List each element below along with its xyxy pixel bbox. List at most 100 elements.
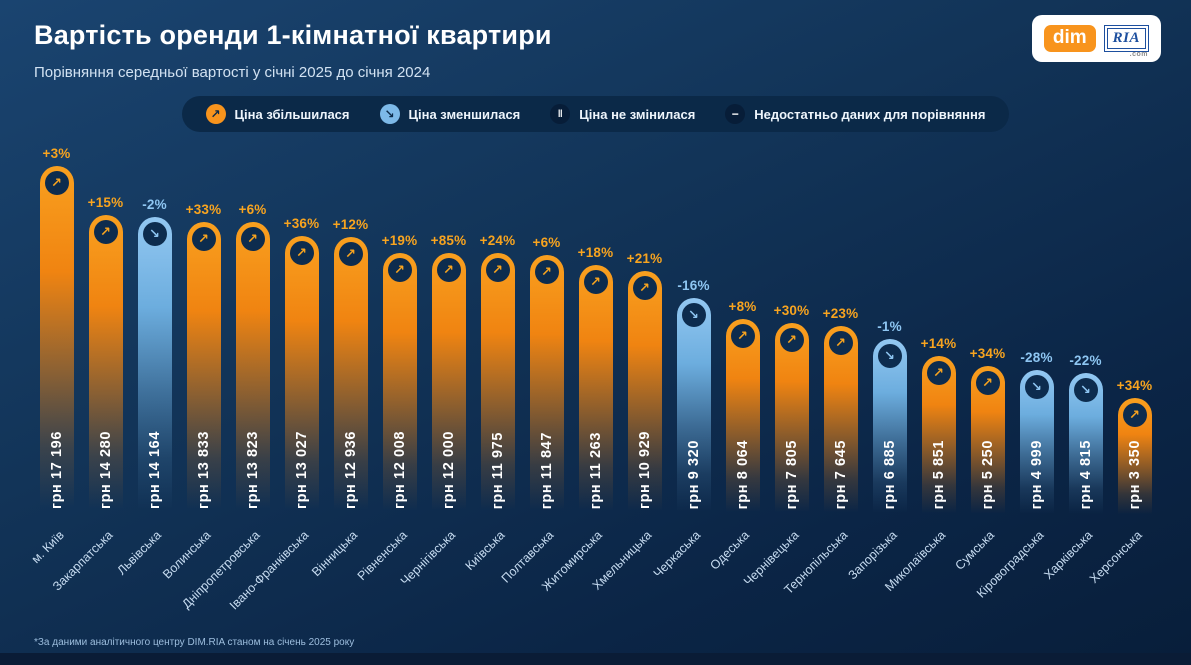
arrow-up-right-icon: ↗ [240,227,265,251]
bottom-strip [0,653,1191,665]
ria-logo-word: RIA [1112,30,1140,47]
arrow-up-right-icon: ↗ [205,104,226,124]
bar-column: -28% ↘ грн 4 999 Кіровоградська [974,138,1061,601]
region-label: Сумська [952,528,998,573]
change-label: +15% [87,195,124,210]
bar: ↘ грн 9 320 [676,298,711,518]
bar-column: +30% ↗ грн 7 805 Чернівецька [741,138,816,589]
value-label: грн 12 936 [342,430,359,509]
arrow-up-right-icon: ↗ [828,331,853,355]
arrow-up-right-icon: ↗ [583,270,608,294]
value-label: грн 11 847 [538,431,555,509]
bar-column: +19% ↗ грн 12 008 Рівненська [354,138,424,583]
change-label: -16% [677,278,710,293]
value-label: грн 4 815 [1077,439,1094,509]
legend-item-nodata: − Недостатньо даних для порівняння [725,104,985,124]
bar-column: -16% ↘ грн 9 320 Черкаська [651,138,718,581]
arrow-up-right-icon: ↗ [730,324,755,348]
bar: ↗ грн 5 250 [970,366,1005,518]
arrow-up-right-icon: ↗ [289,241,314,265]
arrow-up-right-icon: ↗ [975,371,1000,395]
bar: ↗ грн 10 929 [627,271,662,518]
ria-logo-text: RIA .com [1103,25,1149,58]
value-label: грн 5 250 [979,439,996,509]
bar-column: -2% ↘ грн 14 164 Львівська [115,138,179,578]
footnote: *За даними аналітичного центру DIM.RIA с… [34,637,355,648]
arrow-down-right-icon: ↘ [877,344,902,368]
value-label: грн 4 999 [1028,439,1045,509]
bar: ↘ грн 14 164 [137,217,172,518]
value-label: грн 13 833 [195,430,212,509]
bar: ↗ грн 12 936 [333,237,368,518]
bar: ↘ грн 4 815 [1068,373,1103,518]
change-label: +36% [283,216,320,231]
bar-column: +21% ↗ грн 10 929 Хмельницька [590,138,669,593]
change-label: +3% [42,146,71,161]
arrow-up-right-icon: ↗ [779,328,804,352]
change-label: +14% [920,336,957,351]
bar: ↗ грн 12 000 [431,253,466,518]
legend-item-same: ‖ Ціна не змінилася [550,104,695,124]
value-label: грн 3 350 [1126,439,1143,509]
arrow-down-right-icon: ↘ [1024,375,1049,399]
value-label: грн 13 823 [244,430,261,509]
region-label: Вінницька [309,528,361,580]
value-label: грн 8 064 [734,439,751,509]
change-label: +21% [626,251,663,266]
legend-item-up: ↗ Ціна збільшилася [205,104,350,124]
value-label: грн 7 645 [832,439,849,509]
region-label: Херсонська [1086,528,1145,586]
header: Вартість оренди 1-кімнатної квартири Пор… [0,0,1191,81]
arrow-up-right-icon: ↗ [534,260,559,284]
arrow-up-right-icon: ↗ [436,258,461,282]
bar-column: +36% ↗ грн 13 027 Івано-Франківська [227,138,326,612]
bar-column: +34% ↗ грн 5 250 Сумська [953,138,1012,573]
change-label: +8% [728,299,757,314]
bar-chart: +3% ↗ грн 17 196 м. Київ +15% ↗ грн 14 280 Зака… [0,138,1191,612]
value-label: грн 12 008 [391,430,408,509]
change-label: -28% [1020,350,1053,365]
value-label: грн 13 027 [293,430,310,509]
bar-column: +3% ↗ грн 17 196 м. Київ [28,138,81,566]
arrow-up-right-icon: ↗ [44,171,69,195]
arrow-up-right-icon: ↗ [93,220,118,244]
arrow-up-right-icon: ↗ [338,242,363,266]
change-label: -22% [1069,353,1102,368]
change-label: +34% [969,346,1006,361]
legend-label: Ціна збільшилася [234,106,350,122]
dim-logo-text: dim [1043,25,1096,52]
value-label: грн 12 000 [440,430,457,509]
bar: ↗ грн 11 975 [480,253,515,518]
bar: ↗ грн 13 833 [186,222,221,518]
value-label: грн 5 851 [930,439,947,509]
value-label: грн 11 263 [587,431,604,509]
change-label: +6% [238,202,267,217]
bar-column: +12% ↗ грн 12 936 Вінницька [309,138,375,579]
bar-column: +18% ↗ грн 11 263 Житомирська [540,138,620,594]
arrow-up-right-icon: ↗ [926,361,951,385]
minus-icon: − [725,104,746,124]
bar-column: +85% ↗ грн 12 000 Чернігівська [398,138,473,588]
arrow-down-right-icon: ↘ [142,222,167,246]
bar: ↘ грн 6 885 [872,339,907,518]
page-title: Вартість оренди 1-кімнатної квартири [34,20,552,50]
arrow-down-right-icon: ↘ [1073,378,1098,402]
change-label: +24% [479,233,516,248]
arrow-up-right-icon: ↗ [1122,403,1147,427]
region-label: Черкаська [650,528,704,581]
bar: ↗ грн 11 263 [578,265,613,518]
value-label: грн 9 320 [685,439,702,509]
bar: ↗ грн 13 823 [235,222,270,518]
value-label: грн 7 805 [783,439,800,509]
bar-column: +15% ↗ грн 14 280 Закарпатська [50,138,130,594]
change-label: +12% [332,217,369,232]
arrow-up-right-icon: ↗ [191,227,216,251]
bar: ↘ грн 4 999 [1019,370,1054,518]
bar-column: +8% ↗ грн 8 064 Одеська [708,138,767,573]
change-label: -1% [877,319,902,334]
change-label: +85% [430,233,467,248]
value-label: грн 14 280 [97,430,114,509]
value-label: грн 17 196 [48,430,65,509]
bar-column: -1% ↘ грн 6 885 Запорізька [845,138,914,582]
